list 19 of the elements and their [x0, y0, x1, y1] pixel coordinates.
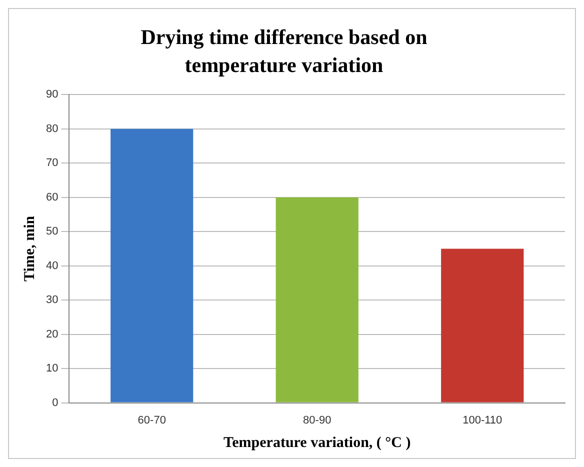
- y-tick-label: 60: [46, 191, 58, 204]
- x-tick-label: 100-110: [462, 414, 502, 426]
- y-tick-label: 70: [46, 157, 58, 170]
- y-tick-label: 90: [46, 88, 58, 101]
- x-tick-label: 80-90: [303, 414, 332, 426]
- y-tick-label: 10: [46, 362, 58, 375]
- bar: [110, 128, 194, 402]
- y-axis-title: Time, min: [22, 215, 38, 282]
- bar: [276, 197, 358, 402]
- y-tick-label: 80: [46, 122, 58, 135]
- bar: [441, 248, 524, 402]
- y-tick-label: 30: [46, 294, 58, 306]
- x-tick-label: 60-70: [138, 414, 166, 426]
- y-tick-label: 20: [46, 328, 58, 340]
- chart-title: Drying time difference based on temperature variation: [140, 24, 428, 79]
- x-axis-title: Temperature variation, ( °C ): [224, 434, 411, 451]
- y-tick-label: 0: [52, 396, 58, 409]
- y-tick-label: 50: [46, 226, 58, 238]
- y-tick-label: 40: [46, 260, 58, 272]
